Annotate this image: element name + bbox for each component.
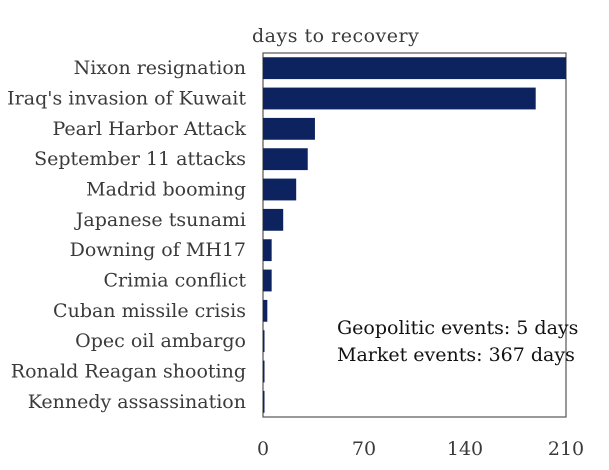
category-label-4: Madrid booming xyxy=(86,179,246,201)
bar-6 xyxy=(263,239,272,262)
category-label-1: Iraq's invasion of Kuwait xyxy=(7,88,246,110)
bar-9 xyxy=(263,330,265,353)
plot-frame xyxy=(262,52,567,418)
category-label-11: Kennedy assassination xyxy=(28,391,246,413)
category-label-5: Japanese tsunami xyxy=(74,209,246,231)
chart-title: days to recovery xyxy=(252,25,419,47)
bar-8 xyxy=(263,299,268,322)
bar-0 xyxy=(263,57,566,80)
category-label-3: September 11 attacks xyxy=(34,148,246,170)
category-labels: Nixon resignation Iraq's invasion of Kuwa… xyxy=(7,57,246,413)
x-tick-label-3: 210 xyxy=(548,438,584,460)
bar-2 xyxy=(263,117,315,140)
bar-10 xyxy=(263,360,265,383)
x-tick-label-2: 140 xyxy=(447,438,483,460)
category-label-6: Downing of MH17 xyxy=(70,239,246,261)
x-tick-label-1: 70 xyxy=(352,438,376,460)
bar-7 xyxy=(263,269,272,292)
bar-3 xyxy=(263,148,308,171)
x-axis-ticks: 0 70 140 210 xyxy=(257,438,584,460)
annotation-market: Market events: 367 days xyxy=(337,344,575,366)
category-label-7: Crimia conflict xyxy=(104,270,247,292)
category-label-10: Ronald Reagan shooting xyxy=(11,361,246,383)
bar-1 xyxy=(263,87,536,110)
bar-11 xyxy=(263,390,265,413)
category-label-2: Pearl Harbor Attack xyxy=(52,118,246,140)
bar-4 xyxy=(263,178,297,201)
category-label-9: Opec oil ambargo xyxy=(75,330,246,352)
bars-layer xyxy=(263,57,566,413)
x-tick-label-0: 0 xyxy=(257,438,269,460)
bar-5 xyxy=(263,208,284,231)
annotation-geopolitic: Geopolitic events: 5 days xyxy=(337,317,578,339)
category-label-0: Nixon resignation xyxy=(74,57,246,79)
category-label-8: Cuban missile crisis xyxy=(53,300,246,322)
